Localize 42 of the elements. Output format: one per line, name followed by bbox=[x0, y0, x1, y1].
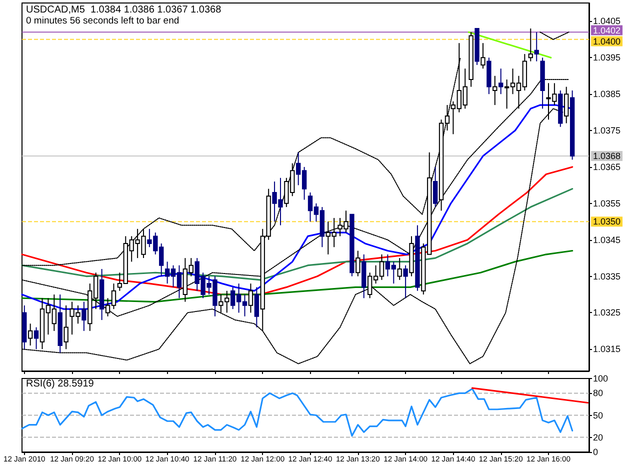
y-tick-label: 1.0325 bbox=[593, 308, 621, 318]
ref-line-label: 1.0368 bbox=[593, 151, 621, 162]
candlestick bbox=[356, 250, 360, 277]
ref-line-label: 1.0402 bbox=[593, 25, 621, 36]
candlestick bbox=[492, 75, 498, 106]
text: 0 minutes 56 seconds left to bar end bbox=[26, 16, 180, 26]
candlestick bbox=[248, 283, 254, 314]
y-tick-label: 1.0345 bbox=[593, 234, 621, 245]
y-tick-label: 80 bbox=[593, 388, 604, 398]
candlestick bbox=[498, 68, 504, 95]
candlestick bbox=[82, 301, 86, 332]
candlestick bbox=[254, 286, 260, 328]
y-tick-label: 100 bbox=[593, 374, 608, 384]
candlestick bbox=[397, 258, 402, 280]
y-tick-label: 1.0315 bbox=[593, 344, 621, 354]
line-series bbox=[21, 188, 574, 281]
y-tick-label: 50 bbox=[593, 410, 604, 420]
y-tick-label: 1.0365 bbox=[593, 162, 621, 172]
y-tick-label: 20 bbox=[593, 432, 604, 442]
candlestick bbox=[528, 28, 533, 62]
candlestick bbox=[64, 304, 68, 350]
candlestick bbox=[564, 86, 569, 124]
candlestick bbox=[28, 323, 33, 346]
chart-title: USDCAD,M5 1.0384 1.0386 1.0367 1.0368 bbox=[26, 4, 222, 16]
candlestick bbox=[403, 264, 408, 299]
candlestick bbox=[534, 32, 539, 62]
chart-title: RSI(6) 28.5919 bbox=[26, 378, 94, 390]
ref-line-label: 1.0350 bbox=[593, 216, 621, 227]
candlestick bbox=[34, 326, 39, 350]
ref-line-label: 1.0400 bbox=[593, 36, 621, 46]
line-series bbox=[21, 388, 574, 437]
y-tick-label: 1.0355 bbox=[593, 198, 621, 208]
y-tick-label: 1.0385 bbox=[593, 89, 621, 100]
y-tick-label: 1.0375 bbox=[593, 126, 621, 136]
y-tick-label: 1.0395 bbox=[593, 52, 621, 63]
y-tick-label: 1.0405 bbox=[593, 16, 621, 26]
candlestick bbox=[432, 166, 438, 208]
y-tick-label: 1.0335 bbox=[593, 271, 621, 282]
line-series bbox=[21, 166, 574, 296]
y-tick-label: 0 bbox=[593, 447, 598, 457]
line-series bbox=[21, 250, 574, 303]
candlestick bbox=[480, 42, 486, 70]
